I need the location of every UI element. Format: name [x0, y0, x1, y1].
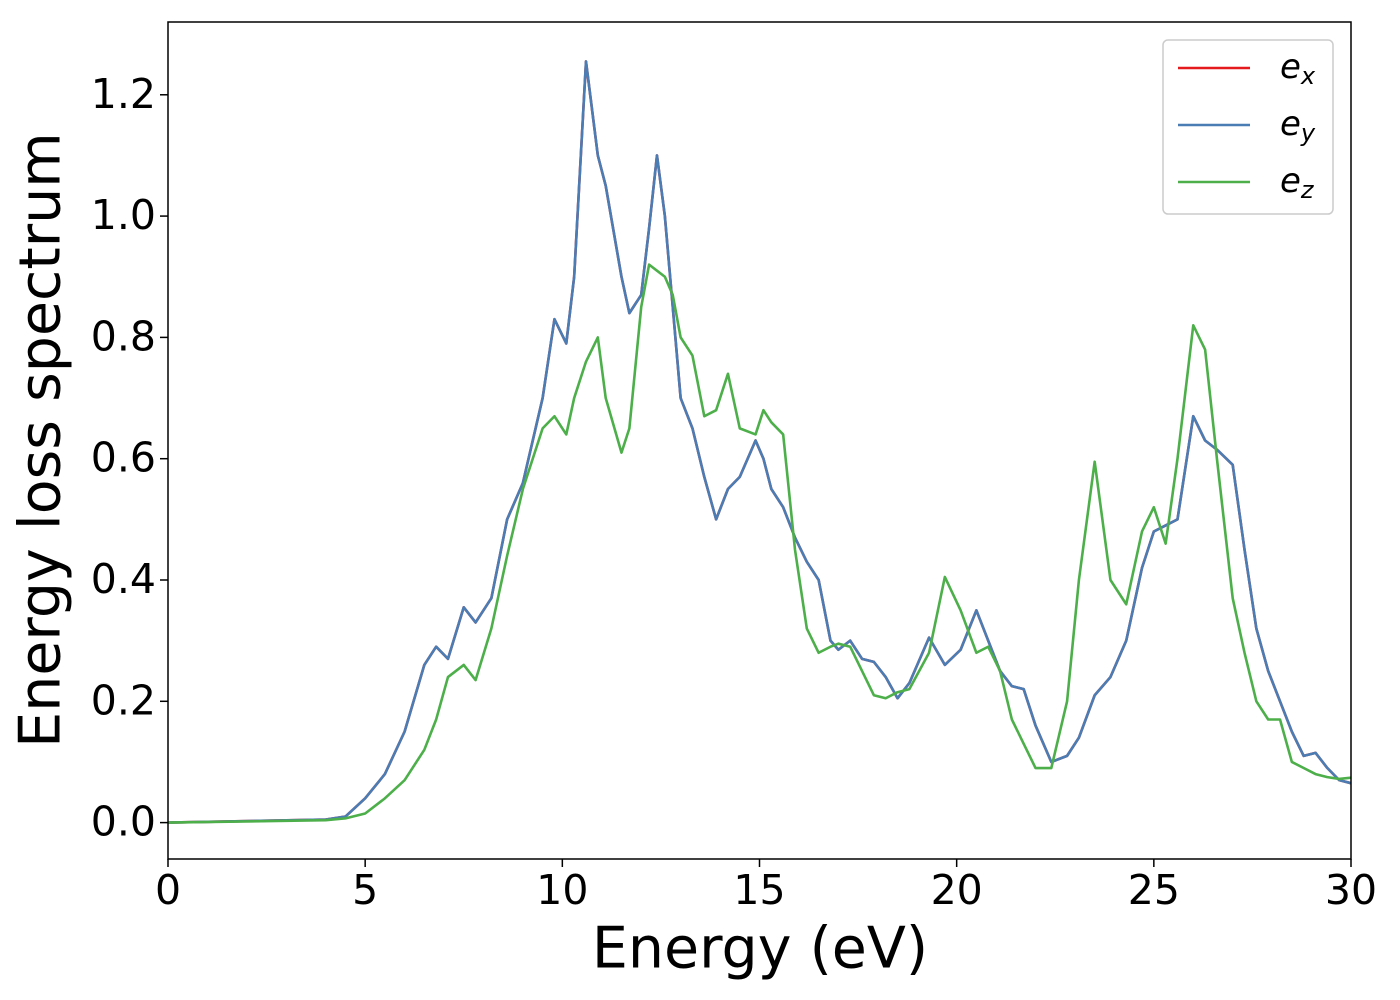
plot-frame — [167, 21, 1352, 860]
series-line — [167, 263, 1352, 824]
x-axis-label: Energy (eV) — [592, 916, 928, 982]
y-tick-label: 0.4 — [91, 555, 156, 603]
y-tick-label: 0.8 — [91, 312, 156, 360]
legend-label: ez — [1280, 161, 1315, 205]
legend-label: ex — [1280, 47, 1316, 91]
series-line — [167, 60, 1352, 824]
legend-label-sub: z — [1300, 176, 1315, 204]
legend-box — [1162, 39, 1334, 215]
x-tick-label: 30 — [1325, 866, 1377, 914]
y-tick-label: 0.6 — [91, 434, 156, 482]
x-tick-label: 15 — [733, 866, 785, 914]
x-tick-label: 20 — [931, 866, 983, 914]
legend-label-sub: y — [1300, 119, 1316, 147]
y-tick-label: 0.2 — [91, 676, 156, 724]
legend-label-main: e — [1280, 47, 1301, 87]
legend-label-sub: x — [1300, 62, 1316, 90]
legend-label: ey — [1280, 104, 1316, 148]
x-tick-label: 25 — [1128, 866, 1180, 914]
x-tick-label: 0 — [155, 866, 181, 914]
x-tick-label: 10 — [536, 866, 588, 914]
legend-label-main: e — [1280, 104, 1301, 144]
y-tick-label: 1.2 — [91, 70, 156, 118]
x-tick-label: 5 — [352, 866, 378, 914]
y-axis-label: Energy loss spectrum — [8, 132, 74, 748]
y-tick-label: 1.0 — [91, 191, 156, 239]
legend-label-main: e — [1280, 161, 1301, 201]
y-tick-label: 0.0 — [91, 798, 156, 846]
